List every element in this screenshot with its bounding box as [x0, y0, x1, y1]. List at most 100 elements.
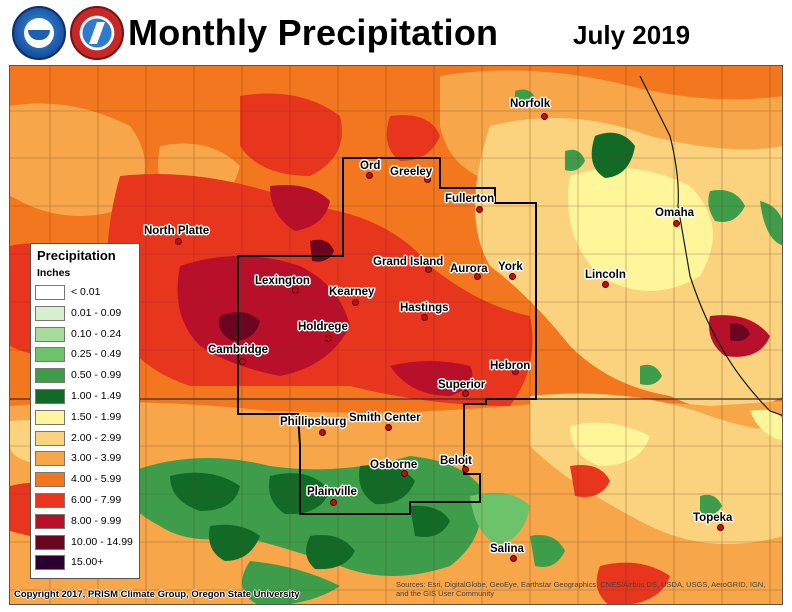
- city-label: Osborne: [370, 459, 418, 471]
- legend-label: 6.00 - 7.99: [71, 494, 122, 506]
- city-label: North Platte: [144, 225, 210, 237]
- legend-title: Precipitation: [37, 248, 116, 263]
- page-title: Monthly Precipitation: [128, 12, 499, 53]
- city-label: Lexington: [255, 275, 310, 287]
- city-marker: [510, 555, 517, 562]
- legend-label: 8.00 - 9.99: [71, 514, 122, 527]
- city-label: Hastings: [400, 302, 449, 314]
- city-marker: [319, 429, 326, 436]
- copyright: Copyright 2017, PRISM Climate Group, Ore…: [14, 589, 300, 600]
- city-marker: [366, 172, 373, 179]
- city-label: Lincoln: [585, 269, 626, 281]
- city-marker: [239, 358, 246, 365]
- date-label: July 2019: [573, 20, 691, 50]
- legend-label: 1.50 - 1.99: [71, 410, 122, 423]
- city-marker: [401, 470, 408, 477]
- legend-label: 1.00 - 1.49: [71, 390, 122, 402]
- legend-item: 6.00 - 7.99: [35, 492, 139, 509]
- city-marker: [602, 281, 609, 288]
- city-marker: [512, 368, 519, 375]
- legend-item: 4.00 - 5.99: [35, 471, 139, 488]
- legend-item: 0.01 - 0.09: [35, 305, 139, 322]
- legend-swatch: [35, 368, 65, 384]
- city-label: Smith Center: [349, 412, 421, 424]
- city-marker: [717, 524, 724, 531]
- city-marker: [424, 176, 431, 183]
- legend-swatch: [35, 409, 65, 425]
- city-label: Cambridge: [208, 344, 269, 356]
- noaa-logo: [12, 6, 66, 60]
- city-marker: [352, 299, 359, 306]
- city-label: Aurora: [450, 263, 488, 275]
- city-marker: [462, 390, 469, 397]
- legend-item: 8.00 - 9.99: [35, 513, 139, 530]
- legend-item: 0.25 - 0.49: [35, 346, 139, 363]
- legend-swatch: [35, 493, 65, 508]
- city-label: Salina: [490, 543, 524, 555]
- legend-label: 0.25 - 0.49: [71, 348, 122, 361]
- city-label: Beloit: [440, 455, 472, 467]
- city-label: Norfolk: [510, 98, 551, 110]
- city-marker: [541, 113, 548, 120]
- city-marker: [509, 273, 516, 280]
- legend-item: 1.00 - 1.49: [35, 388, 139, 405]
- nws-logo: [70, 6, 124, 60]
- city-label: York: [498, 261, 523, 273]
- city-marker: [421, 314, 428, 321]
- city-marker: [425, 266, 432, 273]
- legend-swatch: [35, 347, 65, 363]
- city-marker: [476, 206, 483, 213]
- legend: Precipitation Inches < 0.01 0.01 - 0.09 0.…: [30, 243, 140, 579]
- city-marker: [673, 220, 680, 227]
- legend-swatch: [35, 430, 65, 446]
- city-label: Superior: [438, 379, 486, 391]
- legend-swatch: [35, 513, 65, 529]
- legend-label: 0.50 - 0.99: [71, 369, 122, 382]
- legend-label: 0.10 - 0.24: [71, 327, 122, 340]
- city-marker: [175, 238, 182, 245]
- legend-swatch: [35, 305, 65, 321]
- city-marker: [474, 273, 481, 280]
- legend-item: 15.00+: [35, 554, 139, 571]
- city-marker: [325, 335, 332, 342]
- legend-label: 15.00+: [71, 556, 104, 569]
- missouri-river: [639, 75, 782, 416]
- city-label: Greeley: [390, 166, 433, 178]
- legend-label: 3.00 - 3.99: [71, 452, 122, 465]
- legend-item: 10.00 - 14.99: [35, 534, 139, 551]
- legend-label: 4.00 - 5.99: [71, 473, 122, 486]
- legend-swatch: [35, 451, 65, 467]
- city-marker: [330, 499, 337, 506]
- city-label: Fullerton: [445, 193, 495, 205]
- legend-swatch: [35, 555, 65, 571]
- legend-swatch: [35, 472, 65, 488]
- city-label: Hebron: [490, 360, 531, 372]
- city-label: Grand Island: [373, 256, 444, 268]
- legend-item: < 0.01: [35, 284, 139, 301]
- city-label: Topeka: [693, 512, 733, 524]
- legend-label: < 0.01: [71, 286, 101, 298]
- map-sources: Sources: Esri, DigitalGlobe, GeoEye, Ear…: [396, 580, 766, 598]
- legend-swatch: [35, 326, 65, 342]
- legend-units: Inches: [37, 267, 71, 279]
- legend-item: 0.50 - 0.99: [35, 367, 139, 384]
- city-marker: [292, 287, 299, 294]
- city-label: Omaha: [655, 207, 694, 219]
- legend-swatch: [35, 285, 65, 300]
- legend-swatch: [35, 389, 65, 404]
- city-marker: [462, 466, 469, 473]
- legend-label: 0.01 - 0.09: [71, 306, 122, 319]
- cwa-outline: [237, 157, 537, 515]
- legend-label: 2.00 - 2.99: [71, 431, 122, 444]
- legend-item: 3.00 - 3.99: [35, 450, 139, 467]
- city-label: Kearney: [329, 286, 375, 298]
- legend-label: 10.00 - 14.99: [71, 535, 133, 548]
- city-label: Phillipsburg: [280, 416, 347, 428]
- city-label: Plainville: [307, 486, 357, 498]
- legend-item: 0.10 - 0.24: [35, 326, 139, 343]
- legend-item: 1.50 - 1.99: [35, 409, 139, 426]
- header: Monthly Precipitation July 2019: [0, 0, 792, 64]
- legend-item: 2.00 - 2.99: [35, 430, 139, 447]
- city-label: Holdrege: [298, 321, 348, 333]
- city-label: Ord: [360, 160, 381, 172]
